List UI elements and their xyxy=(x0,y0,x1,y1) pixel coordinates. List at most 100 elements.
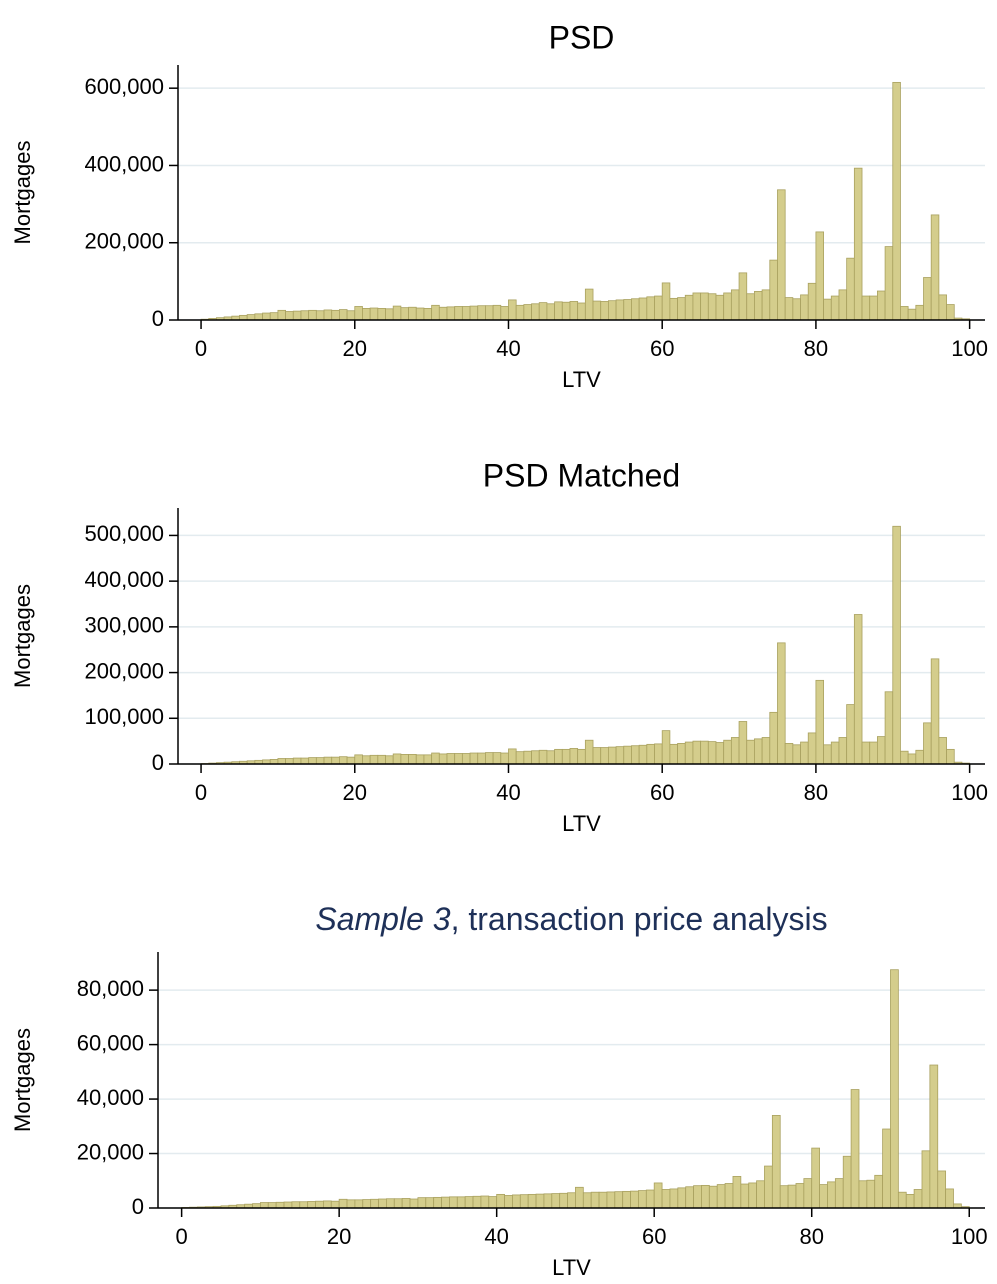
histogram-bar xyxy=(870,742,878,764)
histogram-bar xyxy=(843,1156,851,1208)
histogram-bar xyxy=(824,299,832,320)
histogram-bar xyxy=(615,1192,623,1208)
x-tick-label: 80 xyxy=(804,780,828,805)
y-tick-label: 400,000 xyxy=(84,567,164,592)
histogram-bar xyxy=(770,712,778,764)
histogram-bar xyxy=(416,755,424,764)
histogram-bar xyxy=(402,1198,410,1208)
histogram-bar xyxy=(570,301,578,320)
x-axis-label: LTV xyxy=(562,811,601,836)
histogram-bar xyxy=(478,306,486,320)
histogram-bar xyxy=(639,745,647,764)
x-tick-label: 20 xyxy=(343,780,367,805)
histogram-bar xyxy=(731,737,739,764)
histogram-bar xyxy=(583,1193,591,1208)
histogram-bar xyxy=(801,742,809,764)
histogram-bar xyxy=(885,247,893,320)
histogram-bar xyxy=(386,756,394,764)
histogram-bar xyxy=(694,1186,702,1208)
histogram-bar xyxy=(877,291,885,320)
histogram-bar xyxy=(616,300,624,320)
histogram-bar xyxy=(862,296,870,320)
histogram-bar xyxy=(654,1183,662,1208)
histogram-bar xyxy=(616,747,624,764)
histogram-bar xyxy=(724,293,732,320)
x-tick-label: 100 xyxy=(951,780,988,805)
histogram-bar xyxy=(708,742,716,764)
y-axis-label: Mortgages xyxy=(10,584,35,688)
histogram-bar xyxy=(393,306,401,320)
histogram-bar xyxy=(362,756,370,764)
y-tick-label: 40,000 xyxy=(77,1085,144,1110)
y-tick-label: 0 xyxy=(132,1194,144,1219)
histogram-bar xyxy=(908,754,916,764)
histogram-bar xyxy=(512,1195,520,1208)
histogram-bar xyxy=(332,310,340,320)
histogram-bar xyxy=(309,310,317,320)
histogram-bar xyxy=(293,758,301,764)
x-tick-label: 0 xyxy=(195,780,207,805)
histogram-bar xyxy=(247,315,255,320)
y-tick-label: 400,000 xyxy=(84,151,164,176)
histogram-bar xyxy=(931,659,939,764)
histogram-bar xyxy=(578,303,586,320)
histogram-bar xyxy=(924,278,932,321)
histogram-bar xyxy=(485,306,493,320)
histogram-bar xyxy=(739,273,747,320)
histogram-bar xyxy=(631,1191,639,1208)
histogram-bar xyxy=(812,1148,820,1208)
histogram-bar xyxy=(508,749,516,764)
histogram-bar xyxy=(685,295,693,320)
x-tick-label: 80 xyxy=(804,336,828,361)
histogram-bar xyxy=(670,298,678,320)
histogram-bar xyxy=(854,615,862,764)
histogram-bar xyxy=(568,1193,576,1208)
histogram-bar xyxy=(470,306,478,320)
histogram-bar xyxy=(877,737,885,764)
histogram-bar xyxy=(631,299,639,320)
histogram-bar xyxy=(947,305,955,320)
histogram-bar xyxy=(485,753,493,764)
histogram-bar xyxy=(278,310,286,320)
histogram-bar xyxy=(562,749,570,764)
histogram-bar xyxy=(777,190,785,320)
histogram-bar xyxy=(607,1192,615,1208)
histogram-bar xyxy=(401,308,409,320)
histogram-bar xyxy=(585,289,593,320)
x-tick-label: 40 xyxy=(496,336,520,361)
histogram-bar xyxy=(516,305,524,320)
histogram-bar xyxy=(332,757,340,764)
histogram-bar xyxy=(532,304,540,320)
histogram-bar xyxy=(924,723,932,764)
histogram-bar xyxy=(424,755,432,764)
histogram-bar xyxy=(481,1196,489,1208)
y-tick-label: 200,000 xyxy=(84,658,164,683)
chart-title: PSD xyxy=(549,19,615,55)
histogram-bar xyxy=(493,753,501,764)
histogram-bar xyxy=(462,753,470,764)
histogram-bar xyxy=(355,1200,363,1208)
histogram-bar xyxy=(539,303,547,320)
histogram-bar xyxy=(562,302,570,320)
y-tick-label: 0 xyxy=(152,306,164,331)
histogram-bar xyxy=(670,1189,678,1208)
histogram-bar xyxy=(808,733,816,764)
histogram-bar xyxy=(432,305,440,320)
histogram-bar xyxy=(355,306,363,320)
histogram-bar xyxy=(757,1181,765,1208)
y-tick-label: 100,000 xyxy=(84,704,164,729)
histogram-bar xyxy=(393,754,401,764)
y-tick-label: 80,000 xyxy=(77,976,144,1001)
x-tick-label: 60 xyxy=(650,336,674,361)
histogram-bar xyxy=(457,1197,465,1208)
x-tick-label: 60 xyxy=(650,780,674,805)
histogram-bar xyxy=(409,307,417,320)
histogram-bar xyxy=(555,749,563,764)
histogram-bar xyxy=(754,739,762,764)
histogram-bar xyxy=(762,737,770,764)
chart-title-part: Sample 3 xyxy=(315,901,450,937)
histogram-bar xyxy=(678,743,686,764)
histogram-bar xyxy=(931,215,939,320)
y-tick-label: 500,000 xyxy=(84,521,164,546)
histogram-bar xyxy=(505,1195,513,1208)
